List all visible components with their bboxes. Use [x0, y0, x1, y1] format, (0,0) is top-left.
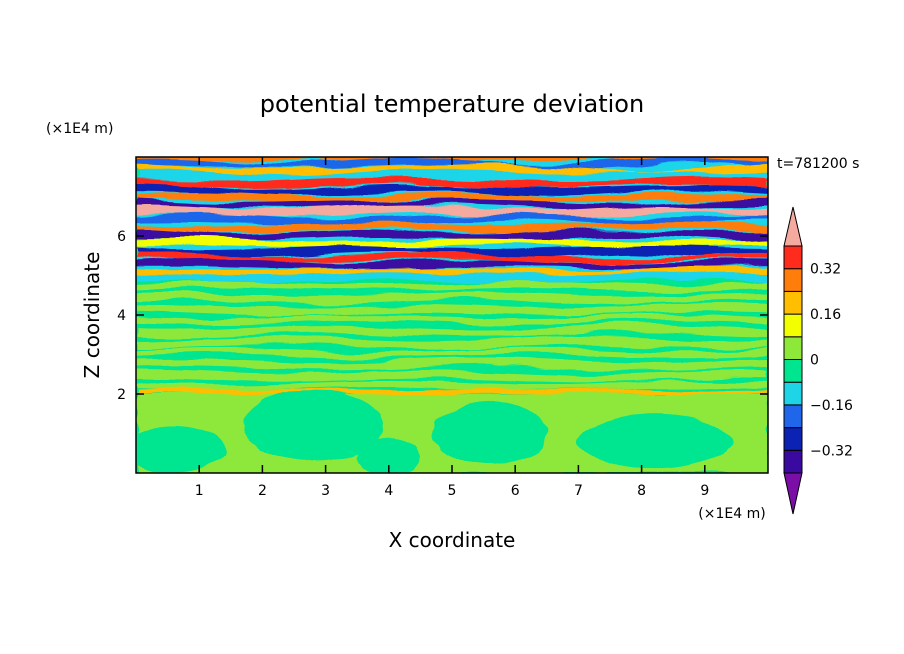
colorbar-swatch [783, 290, 803, 315]
mid-layer-stripe [136, 358, 768, 370]
upper-layer-bands [136, 157, 768, 396]
y-tick-label: 6 [117, 229, 126, 245]
contour-band [136, 177, 768, 189]
y-axis-label: Z coordinate [80, 252, 104, 379]
mid-layer-stripe [136, 292, 768, 304]
mid-layer-stripe [136, 314, 768, 325]
x-tick-label: 4 [384, 483, 393, 499]
y-axis-ticks: 2 4 6 [117, 229, 768, 403]
x-tick-label: 5 [448, 483, 457, 499]
mid-layer-stripe [136, 347, 768, 358]
mid-layer-stripe [136, 369, 768, 382]
x-tick-label: 2 [258, 483, 267, 499]
x-axis-ticks: 1 2 3 4 5 6 7 8 9 [195, 157, 709, 499]
y-tick-label: 2 [117, 387, 126, 403]
contour-band [136, 252, 768, 263]
x-tick-label: 7 [574, 483, 583, 499]
colorbar-tick-label: 0 [810, 353, 819, 369]
lower-layer-stripes [136, 277, 768, 473]
colorbar-swatch [783, 427, 803, 451]
y-unit-label: (×1E4 m) [46, 121, 113, 137]
contour-band [136, 191, 768, 203]
colorbar-swatch [783, 245, 803, 270]
mid-layer-stripe [136, 336, 768, 349]
x-tick-label: 8 [637, 483, 646, 499]
chart-title: potential temperature deviation [260, 90, 644, 118]
colorbar-swatch [783, 449, 803, 474]
contour-band [136, 229, 768, 242]
colorbar: 0.32 0.16 0 −0.16 −0.32 [783, 206, 853, 515]
colorbar-swatch [783, 313, 803, 338]
colorbar-swatch [783, 336, 803, 360]
colorbar-tick-label: 0.16 [810, 307, 841, 323]
boundary-layer-cell [578, 414, 731, 469]
colorbar-swatch [783, 268, 803, 292]
contour-band [136, 388, 768, 396]
y-tick-label: 4 [117, 308, 126, 324]
x-unit-label: (×1E4 m) [698, 506, 765, 522]
contour-band [136, 221, 768, 234]
colorbar-swatch [783, 404, 803, 429]
mid-layer-stripe [136, 303, 768, 316]
boundary-layer-cell [357, 438, 421, 473]
colorbar-swatch [783, 359, 803, 383]
x-tick-label: 3 [321, 483, 330, 499]
contour-band [136, 170, 768, 181]
contour-band [136, 266, 768, 277]
x-tick-label: 9 [700, 483, 709, 499]
colorbar-tick-label: 0.32 [810, 262, 841, 278]
contour-band [136, 183, 768, 196]
time-label: t=781200 s [777, 156, 859, 172]
boundary-layer-cell [243, 389, 383, 462]
mid-layer-stripe [136, 281, 768, 292]
contour-band [136, 198, 768, 210]
colorbar-tick-label: −0.16 [810, 398, 853, 414]
colorbar-top-arrow [783, 206, 803, 247]
colorbar-swatch [783, 381, 803, 406]
mid-layer-stripe [136, 380, 768, 391]
mid-layer-stripe [136, 325, 768, 337]
x-tick-label: 1 [195, 483, 204, 499]
x-axis-label: X coordinate [389, 528, 516, 552]
plot-area [136, 157, 768, 473]
colorbar-tick-label: −0.32 [810, 443, 853, 459]
boundary-layer-cell [136, 426, 225, 473]
contour-band [136, 245, 768, 258]
contour-band [136, 274, 768, 283]
contour-band [136, 213, 768, 225]
contour-band [136, 237, 768, 249]
contour-band [136, 259, 768, 270]
boundary-layer-cell [433, 401, 547, 466]
contour-band [136, 205, 768, 218]
x-tick-label: 6 [511, 483, 520, 499]
colorbar-bottom-arrow [783, 472, 803, 515]
